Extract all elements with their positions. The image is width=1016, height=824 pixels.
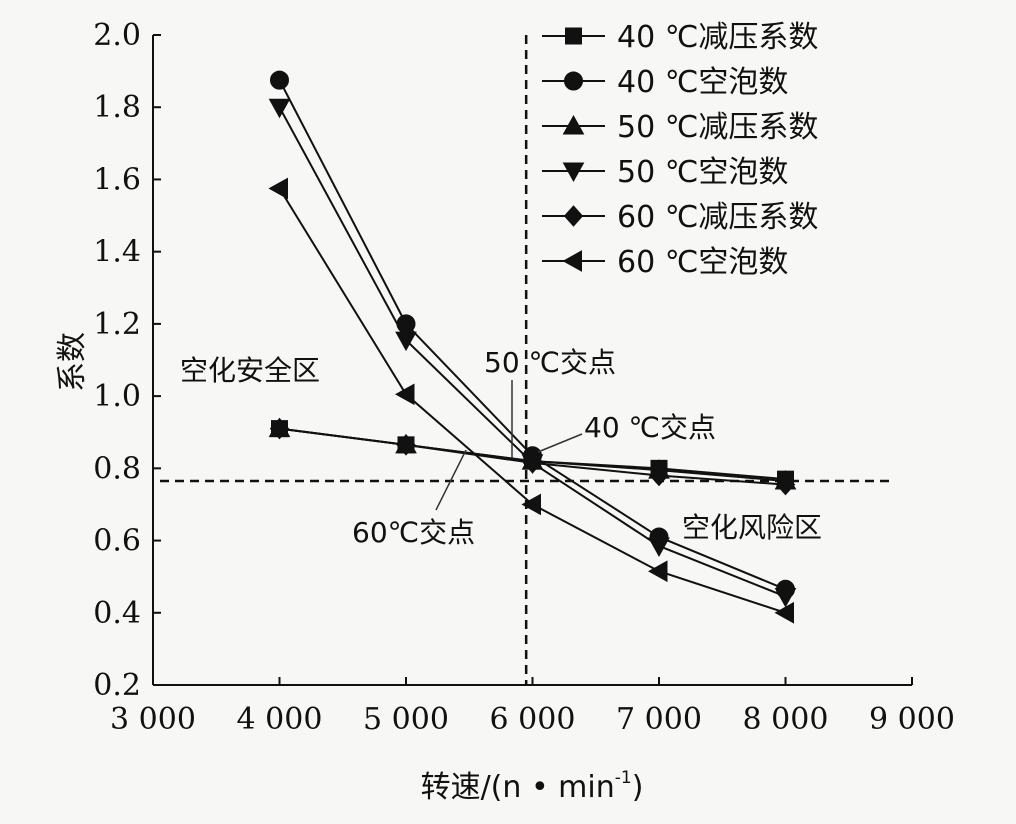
data-point-triangle-left bbox=[268, 177, 288, 200]
data-point-diamond bbox=[396, 434, 416, 456]
x-axis-title-close: ) bbox=[632, 770, 644, 805]
y-axis-title: 系数 bbox=[55, 332, 90, 392]
data-point-diamond bbox=[775, 473, 796, 496]
y-tick-label: 0.6 bbox=[93, 524, 141, 559]
data-point-triangle-left bbox=[647, 560, 668, 583]
data-point-diamond bbox=[522, 452, 543, 474]
y-tick-label: 1.4 bbox=[93, 235, 141, 270]
legend-label: 60 ℃空泡数 bbox=[617, 245, 788, 280]
x-tick-label: 5 000 bbox=[363, 702, 449, 737]
legend-item: 60 ℃空泡数 bbox=[542, 245, 788, 280]
series-6 bbox=[268, 177, 794, 624]
x-axis-title-sup: -1 bbox=[615, 768, 632, 788]
y-tick-label: 1.8 bbox=[93, 90, 141, 125]
x-axis-title-main: 转速/(n • min bbox=[421, 770, 615, 805]
data-point-triangle-left bbox=[394, 383, 415, 406]
data-point-triangle-left bbox=[521, 493, 541, 516]
data-point-triangle-down bbox=[648, 537, 670, 558]
x-tick-label: 8 000 bbox=[743, 702, 829, 737]
cross-60-label: 60℃交点 bbox=[352, 516, 475, 549]
y-tick-label: 1.6 bbox=[93, 162, 141, 197]
data-point-diamond bbox=[269, 417, 290, 440]
legend-label: 50 ℃空泡数 bbox=[617, 155, 788, 190]
y-tick-label: 0.2 bbox=[93, 668, 141, 703]
data-point-diamond bbox=[649, 464, 669, 487]
data-point-triangle-down bbox=[774, 588, 797, 608]
y-tick-label: 0.4 bbox=[93, 596, 141, 631]
cross-40-pointer bbox=[537, 433, 583, 453]
legend-item: 40 ℃减压系数 bbox=[542, 20, 818, 55]
legend-item: 40 ℃空泡数 bbox=[542, 65, 788, 100]
legend-label: 40 ℃空泡数 bbox=[617, 65, 788, 100]
cross-40-label: 40 ℃交点 bbox=[584, 411, 716, 444]
data-point-triangle-up bbox=[562, 114, 585, 135]
legend-label: 50 ℃减压系数 bbox=[617, 110, 818, 145]
y-tick-label: 0.8 bbox=[93, 451, 141, 486]
legend-item: 60 ℃减压系数 bbox=[542, 200, 818, 235]
x-tick-label: 3 000 bbox=[110, 702, 196, 737]
series-5 bbox=[269, 417, 796, 496]
x-tick-label: 7 000 bbox=[616, 702, 702, 737]
reference-lines bbox=[160, 35, 895, 685]
risk-zone-label: 空化风险区 bbox=[682, 511, 822, 544]
cross-50-label: 50 ℃交点 bbox=[484, 346, 616, 379]
data-point-diamond bbox=[563, 205, 584, 227]
y-tick-label: 2.0 bbox=[93, 18, 141, 53]
annotations: 空化安全区 空化风险区 50 ℃交点 40 ℃交点 60℃交点 bbox=[180, 346, 822, 549]
y-tick-label: 1.0 bbox=[93, 379, 141, 414]
cross-60-pointer bbox=[435, 449, 467, 511]
x-tick-label: 4 000 bbox=[237, 702, 323, 737]
safe-zone-label: 空化安全区 bbox=[180, 354, 320, 387]
data-point-triangle-down bbox=[268, 98, 291, 119]
legend-item: 50 ℃空泡数 bbox=[542, 155, 788, 190]
x-tick-label: 6 000 bbox=[490, 702, 576, 737]
legend-label: 60 ℃减压系数 bbox=[617, 200, 818, 235]
data-point-circle bbox=[270, 70, 289, 90]
axes: 0.2 0.4 0.6 0.8 1.0 1.2 1.4 1.6 1.8 2.0 3 000 4 000… bbox=[93, 18, 955, 737]
legend: 40 ℃减压系数 40 ℃空泡数 50 ℃减压系数 50 ℃空泡数 60 ℃减压系数 60… bbox=[542, 20, 818, 280]
data-point-triangle-down bbox=[562, 162, 585, 183]
x-axis-title: 转速/(n • min-1) bbox=[421, 768, 644, 805]
data-point-square bbox=[565, 27, 582, 45]
data-point-triangle-left bbox=[774, 601, 794, 624]
data-point-triangle-left bbox=[562, 250, 582, 272]
series-group bbox=[268, 70, 797, 624]
legend-label: 40 ℃减压系数 bbox=[617, 20, 818, 55]
data-point-triangle-down bbox=[395, 331, 417, 352]
axis-titles: 系数 转速/(n • min-1) bbox=[55, 332, 643, 805]
data-point-circle bbox=[564, 71, 583, 91]
y-tick-label: 1.2 bbox=[93, 307, 141, 342]
legend-item: 50 ℃减压系数 bbox=[542, 110, 818, 145]
x-tick-label: 9 000 bbox=[869, 702, 955, 737]
